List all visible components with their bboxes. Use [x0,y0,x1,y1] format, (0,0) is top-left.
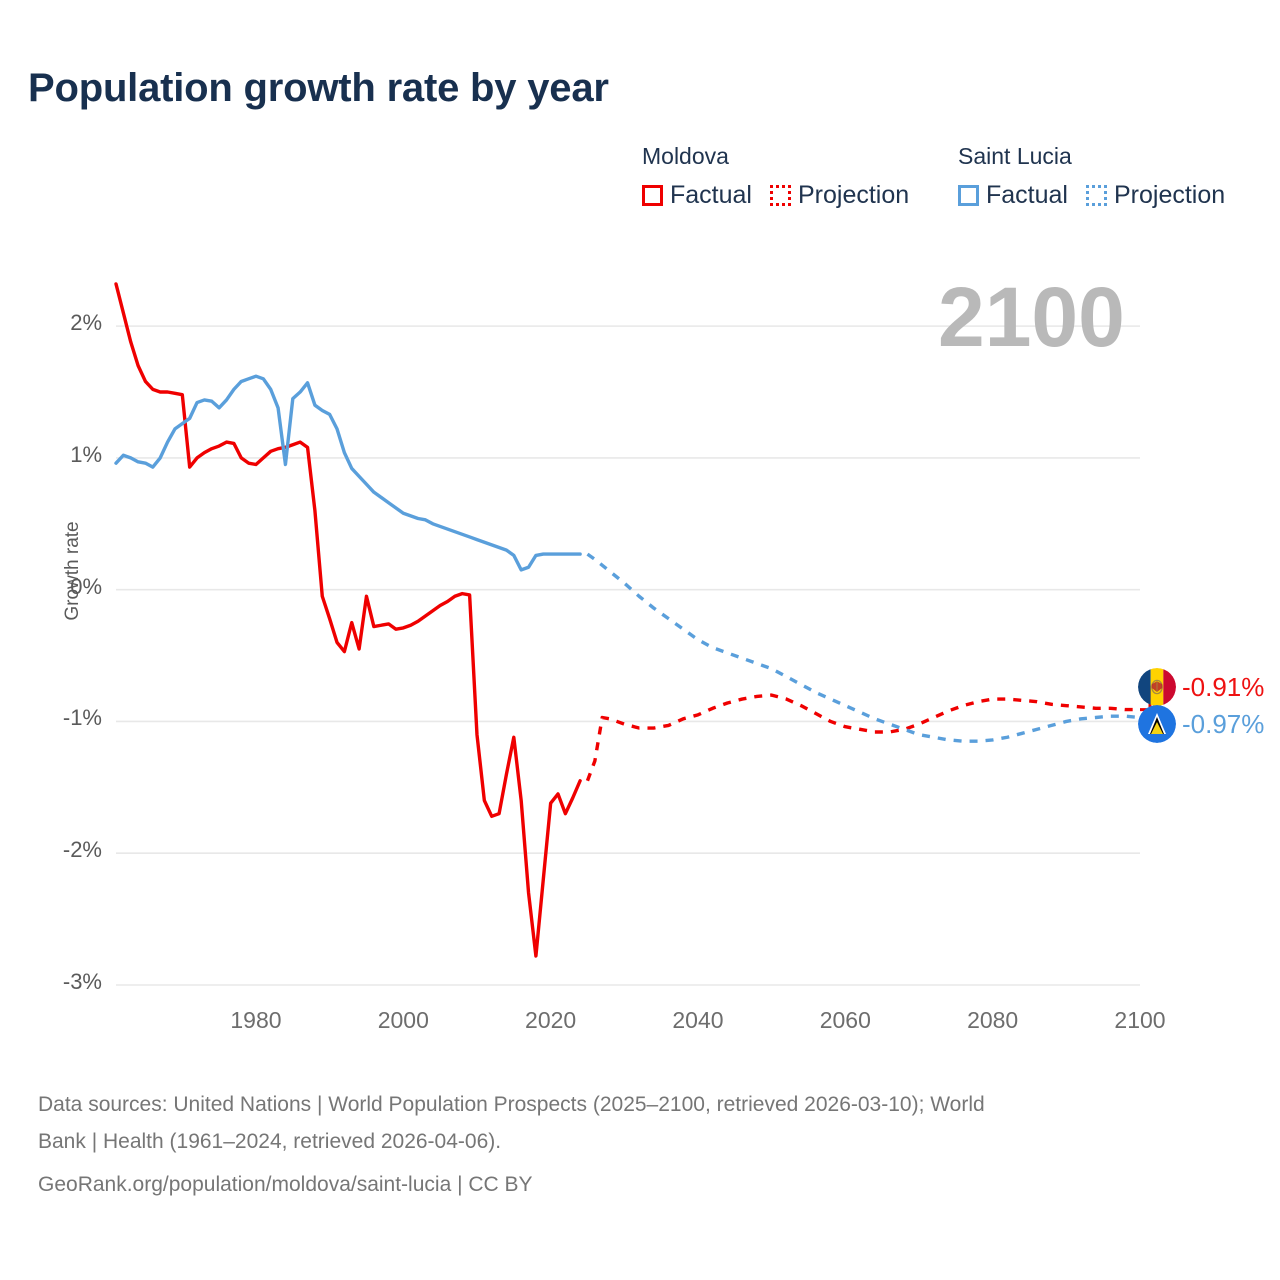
end-label-value: -0.91% [1182,671,1265,702]
legend-country-name: Moldova [642,143,729,169]
x-tick-label: 2060 [819,1007,871,1033]
legend-item-label: Factual [670,181,752,209]
chart-gridlines [116,325,1140,986]
chart-legend: Moldova Factual Projection Saint Lucia F… [640,142,1260,222]
chart-series-layer [114,282,1141,958]
x-tick-label: 2040 [672,1007,724,1033]
legend-swatch-solid-icon [642,185,663,206]
y-tick-label: -1% [62,705,102,731]
legend-item-label: Factual [986,181,1068,209]
series-line-factual [114,282,582,958]
footer-sources: Data sources: United Nations | World Pop… [38,1086,1238,1203]
legend-item-label: Projection [797,181,910,209]
y-tick-label: -2% [62,837,102,863]
footer-line-3: GeoRank.org/population/moldova/saint-luc… [38,1173,533,1196]
year-watermark: 2100 [938,270,1125,364]
moldova-flag-icon [1138,668,1176,706]
y-axis-title: Growth rate [62,521,83,621]
footer-line-1: Data sources: United Nations | World Pop… [38,1093,985,1116]
end-label-saint-lucia: -0.97% [1138,705,1264,743]
legend-swatch-solid-icon [958,185,979,206]
legend-swatch-dotted-icon [1085,185,1107,206]
legend-swatch-dotted-icon [769,185,791,206]
y-tick-label: -3% [62,969,102,994]
x-tick-label: 2080 [967,1007,1019,1033]
legend-item-label: Projection [1113,181,1226,209]
x-tick-label: 2100 [1114,1007,1166,1033]
y-tick-label: 0% [70,573,102,599]
series-line-projection [586,552,1141,743]
series-line-projection [585,693,1140,782]
page-title: Population growth rate by year [28,66,609,110]
x-tick-label: 2000 [377,1007,429,1033]
saint-lucia-flag-icon [1138,705,1176,743]
legend-item-saint-lucia-projection[interactable]: Projection [1085,181,1226,210]
legend-group-moldova: Moldova Factual Projection [642,142,909,210]
legend-item-moldova-factual[interactable]: Factual [642,181,752,210]
legend-item-saint-lucia-factual[interactable]: Factual [958,181,1068,210]
legend-item-moldova-projection[interactable]: Projection [769,181,910,210]
footer-line-2: Bank | Health (1961–2024, retrieved 2026… [38,1130,502,1153]
x-tick-label: 1980 [230,1007,282,1033]
legend-country-name: Saint Lucia [958,143,1072,169]
y-tick-label: 1% [70,441,102,467]
end-label-value: -0.97% [1182,708,1265,739]
series-line-factual [114,374,582,572]
x-tick-label: 2020 [525,1007,577,1033]
legend-group-saint-lucia: Saint Lucia Factual Projection [958,142,1225,210]
end-label-moldova: -0.91% [1138,668,1264,706]
y-tick-label: 2% [70,310,102,336]
